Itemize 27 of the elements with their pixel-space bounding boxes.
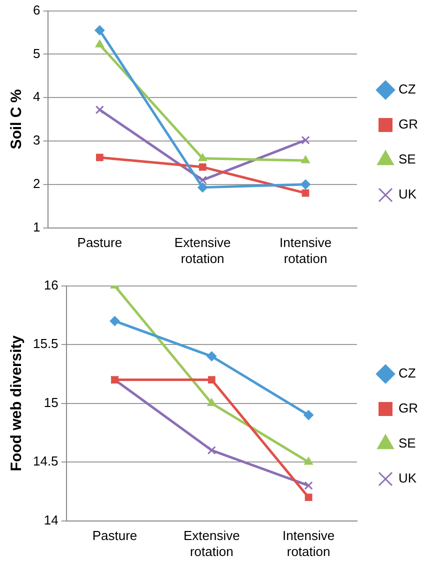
y-tick-label: 6 — [32, 2, 40, 18]
y-tick-label: 14.5 — [32, 454, 58, 469]
y-tick-label: 1 — [32, 219, 40, 234]
y-tick-label: 5 — [32, 46, 40, 61]
y-axis-title: Food web diversity — [8, 334, 26, 472]
y-tick-label: 2 — [32, 176, 40, 191]
legend-label: UK — [398, 470, 417, 486]
legend-label: SE — [398, 152, 416, 167]
x-tick-label: Pasture — [77, 235, 122, 250]
legend-label: GR — [398, 400, 418, 416]
legend-label: CZ — [398, 82, 416, 97]
x-tick-label: Extensive rotation — [174, 235, 231, 266]
legend-label: SE — [398, 436, 416, 451]
legend-label: GR — [398, 116, 418, 132]
y-tick-label: 15 — [44, 394, 58, 410]
y-tick-label: 3 — [32, 132, 40, 148]
y-tick-label: 14 — [44, 512, 58, 528]
y-axis-title: Soil C % — [8, 89, 26, 150]
x-tick-label: Pasture — [92, 528, 138, 544]
x-tick-label: Intensive rotation — [280, 235, 332, 266]
y-tick-label: 15.5 — [32, 336, 58, 352]
y-tick-label: 4 — [32, 89, 40, 104]
x-tick-label: Intensive rotation — [282, 528, 335, 559]
legend-label: UK — [398, 186, 417, 202]
x-tick-label: Extensive rotation — [183, 528, 240, 559]
legend-label: CZ — [398, 366, 416, 381]
y-tick-label: 16 — [44, 277, 58, 292]
